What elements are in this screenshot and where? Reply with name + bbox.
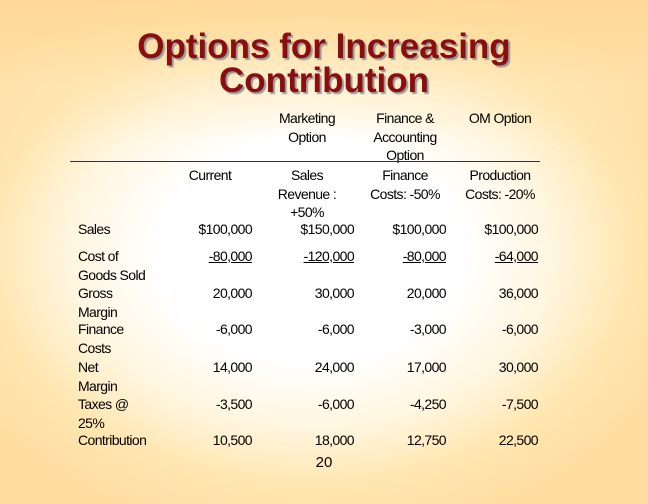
cell-current: -3,500 (215, 396, 253, 412)
header-om-option: OM Option (450, 109, 550, 128)
header-line: +50% (290, 204, 324, 220)
cell-finance: -4,250 (409, 396, 447, 412)
header-divider (70, 161, 540, 162)
header-line: Option (386, 147, 424, 163)
row-label-line: Cost of (78, 248, 119, 264)
slide-title-line-1: Options for Increasing (137, 27, 511, 66)
cell-current: -80,000 (208, 248, 253, 264)
cell-marketing: -6,000 (317, 396, 355, 412)
row-label-line: Margin (78, 377, 118, 394)
header-line: OM Option (468, 110, 532, 126)
header-line: Finance & (376, 110, 434, 126)
cell-marketing: -120,000 (303, 248, 355, 264)
row-label-line: Gross (78, 285, 113, 301)
header-line: Current (188, 167, 232, 183)
cell-om: 22,500 (498, 432, 539, 448)
cell-marketing: $150,000 (300, 221, 354, 237)
row-label-finance-costs: Finance Costs (78, 320, 124, 357)
subheader-marketing: Sales Revenue : +50% (262, 166, 352, 222)
cell-finance: $100,000 (392, 221, 446, 237)
cell-marketing: 18,000 (314, 432, 355, 448)
cell-om: $100,000 (484, 221, 538, 237)
cell-om: -7,500 (501, 396, 539, 412)
cell-current: -6,000 (215, 321, 253, 337)
subheader-current: Current (170, 166, 250, 185)
row-label-gross-margin: Gross Margin (78, 284, 118, 321)
header-line: Marketing (278, 110, 336, 126)
header-finance-option: Finance & Accounting Option (355, 109, 455, 165)
row-label-cogs: Cost of Goods Sold (78, 247, 146, 284)
subheader-om: Production Costs: -20% (450, 166, 550, 203)
page-number: 20 (315, 454, 333, 471)
cell-current: 10,500 (212, 432, 253, 448)
cell-marketing: -6,000 (317, 321, 355, 337)
row-label-line: Costs (78, 339, 111, 356)
cell-marketing: 24,000 (314, 359, 355, 375)
header-line: Accounting (373, 128, 437, 145)
cell-om: 36,000 (498, 285, 539, 301)
row-label-line: 25% (78, 414, 105, 431)
cell-om: -6,000 (501, 321, 539, 337)
subheader-finance: Finance Costs: -50% (355, 166, 455, 203)
row-label-line: Finance (78, 321, 124, 337)
header-line: Costs: -20% (465, 185, 535, 202)
row-label-net-margin: Net Margin (78, 358, 118, 395)
row-label-line: Net (78, 359, 99, 375)
header-line: Sales (290, 167, 324, 183)
cell-current: 14,000 (212, 359, 253, 375)
header-line: Option (288, 128, 326, 145)
cell-finance: -3,000 (409, 321, 447, 337)
cell-finance: 12,750 (406, 432, 447, 448)
header-line: Finance (382, 167, 428, 183)
row-label-line: Contribution (78, 432, 147, 448)
row-label-taxes: Taxes @ 25% (78, 395, 129, 432)
cell-marketing: 30,000 (314, 285, 355, 301)
cell-om: -64,000 (494, 248, 539, 264)
cell-current: 20,000 (212, 285, 253, 301)
row-label-contribution: Contribution (78, 431, 147, 450)
header-line: Production (469, 167, 532, 183)
cell-finance: 17,000 (406, 359, 447, 375)
header-line: Revenue : (277, 185, 337, 202)
header-marketing-option: Marketing Option (262, 109, 352, 146)
row-label-line: Margin (78, 303, 118, 320)
row-label-line: Goods Sold (78, 266, 146, 283)
row-label-line: Sales (78, 221, 111, 237)
cell-finance: -80,000 (402, 248, 447, 264)
cell-om: 30,000 (498, 359, 539, 375)
cell-current: $100,000 (198, 221, 252, 237)
header-line: Costs: -50% (370, 185, 440, 202)
cell-finance: 20,000 (406, 285, 447, 301)
row-label-line: Taxes @ (78, 396, 129, 412)
row-label-sales: Sales (78, 220, 111, 239)
slide-title-line-2: Contribution (219, 61, 429, 100)
